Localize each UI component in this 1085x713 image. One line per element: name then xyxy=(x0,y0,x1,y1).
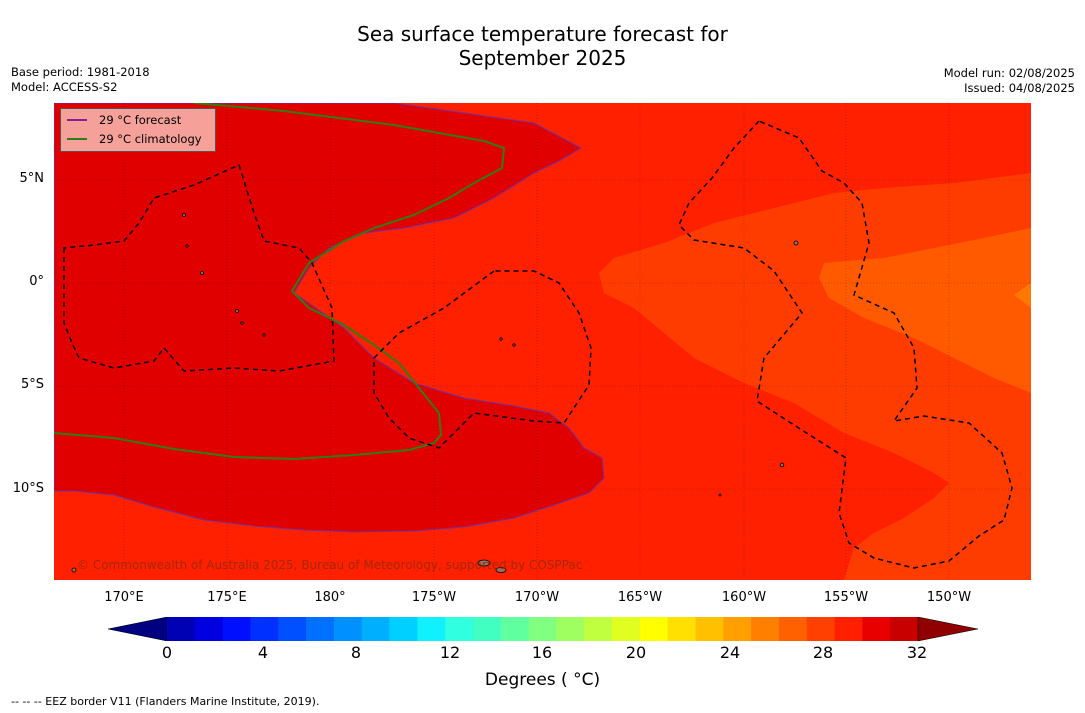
lat-label-5s: 5°S xyxy=(20,377,44,392)
lon-label-155w: 155°W xyxy=(823,590,869,605)
colorbar-segment xyxy=(222,617,251,641)
colorbar-segment xyxy=(890,617,919,641)
colorbar-segment xyxy=(528,617,557,641)
colorbar-overflow-arrow xyxy=(917,616,979,642)
colorbar-label: Degrees ( °C) xyxy=(484,670,601,690)
islands xyxy=(71,213,799,573)
colorbar-tick-32: 32 xyxy=(906,643,928,662)
map-legend: 29 °C forecast 29 °C climatology xyxy=(60,108,216,152)
colorbar-segment xyxy=(389,617,418,641)
colorbar-scale xyxy=(107,616,979,642)
colorbar-tick-4: 4 xyxy=(257,643,269,662)
map-title: Sea surface temperature forecast for Sep… xyxy=(0,22,1085,70)
colorbar-tick-16: 16 xyxy=(531,643,553,662)
eez-footnote: -- -- -- EEZ border V11 (Flanders Marine… xyxy=(11,695,320,708)
lat-label-10s: 10°S xyxy=(12,481,44,496)
lon-label-150w: 150°W xyxy=(926,590,972,605)
colorbar-segment xyxy=(361,617,391,641)
colorbar-segment xyxy=(778,617,808,641)
lon-label-165w: 165°W xyxy=(617,590,663,605)
lon-label-170w: 170°W xyxy=(514,590,560,605)
colorbar-segment xyxy=(445,617,474,641)
colorbar-segment xyxy=(639,617,669,641)
colorbar-segment xyxy=(556,617,585,641)
title-line-1: Sea surface temperature forecast for xyxy=(357,22,728,46)
graticule xyxy=(54,103,1031,580)
model-run: Model run: 02/08/2025 xyxy=(943,66,1075,80)
base-period: Base period: 1981-2018 xyxy=(11,65,150,79)
colorbar-segment xyxy=(250,617,279,641)
colorbar-segment xyxy=(472,617,502,641)
colorbar-segment xyxy=(333,617,363,641)
colorbar-segment xyxy=(612,617,641,641)
band-26 xyxy=(819,228,1031,393)
eez-borders xyxy=(63,120,1013,569)
lon-label-180: 180° xyxy=(314,590,346,605)
legend-forecast: 29 °C forecast xyxy=(67,113,181,127)
colorbar-underflow-arrow xyxy=(107,616,168,642)
colorbar xyxy=(107,616,979,645)
colorbar-segment xyxy=(278,617,307,641)
lon-label-160w: 160°W xyxy=(721,590,767,605)
meta-right: Model run: 02/08/2025 Issued: 04/08/2025 xyxy=(944,66,1075,96)
colorbar-tick-0: 0 xyxy=(161,643,173,662)
climatology-contour xyxy=(54,103,506,461)
legend-forecast-label: 29 °C forecast xyxy=(99,113,182,127)
colorbar-tick-8: 8 xyxy=(350,643,362,662)
forecast-swatch xyxy=(67,119,87,121)
legend-climatology: 29 °C climatology xyxy=(67,132,202,146)
colorbar-tick-20: 20 xyxy=(625,643,647,662)
colorbar-segment xyxy=(500,617,530,641)
model-name: Model: ACCESS-S2 xyxy=(11,80,118,94)
colorbar-segment xyxy=(167,617,196,641)
lat-label-0: 0° xyxy=(29,274,44,289)
colorbar-segment xyxy=(584,617,613,641)
colorbar-segment xyxy=(806,617,836,641)
colorbar-segment xyxy=(667,617,696,641)
lon-label-175e: 175°E xyxy=(207,590,247,605)
lon-label-175w: 175°W xyxy=(411,590,457,605)
colorbar-segment xyxy=(306,617,335,641)
colorbar-segment xyxy=(194,617,224,641)
colorbar-tick-12: 12 xyxy=(439,643,461,662)
lat-label-5n: 5°N xyxy=(19,171,45,186)
colorbar-tick-28: 28 xyxy=(812,643,834,662)
climatology-swatch xyxy=(67,138,87,140)
colorbar-tick-24: 24 xyxy=(719,643,741,662)
colorbar-segment xyxy=(834,617,863,641)
band-25 xyxy=(1014,283,1031,308)
copyright-notice: © Commonwealth of Australia 2025, Bureau… xyxy=(77,558,583,572)
legend-climatology-label: 29 °C climatology xyxy=(99,132,202,146)
title-line-2: September 2025 xyxy=(458,46,627,70)
colorbar-segment xyxy=(723,617,752,641)
colorbar-segment xyxy=(417,617,446,641)
colorbar-segment xyxy=(695,617,724,641)
lon-label-170e: 170°E xyxy=(104,590,144,605)
colorbar-segment xyxy=(751,617,780,641)
issued-date: Issued: 04/08/2025 xyxy=(964,81,1075,95)
colorbar-segment xyxy=(862,617,891,641)
meta-left: Base period: 1981-2018 Model: ACCESS-S2 xyxy=(11,65,150,95)
sst-map[interactable] xyxy=(54,103,1031,580)
map-canvas xyxy=(54,103,1031,580)
